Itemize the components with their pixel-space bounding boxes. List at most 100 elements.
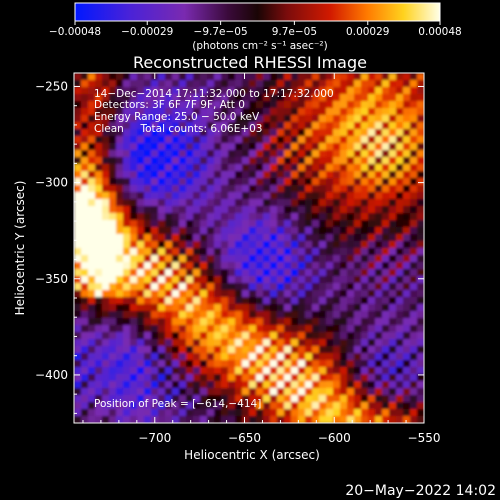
heatmap-cell <box>165 157 173 165</box>
heatmap-cell <box>319 73 327 81</box>
heatmap-cell <box>277 409 285 417</box>
heatmap-cell <box>158 73 166 81</box>
heatmap-cell <box>347 101 355 109</box>
heatmap-cell <box>130 80 138 88</box>
heatmap-cell <box>81 115 89 123</box>
heatmap-cell <box>144 220 152 228</box>
heatmap-cell <box>165 332 173 340</box>
heatmap-cell <box>144 94 152 102</box>
heatmap-cell <box>144 339 152 347</box>
heatmap-cell <box>417 220 424 228</box>
heatmap-cell <box>242 409 250 417</box>
x-axis-label: Heliocentric X (arcsec) <box>184 448 320 462</box>
colorbar-tick-label: −0.00048 <box>49 26 101 38</box>
heatmap-cell <box>326 199 334 207</box>
heatmap-cell <box>410 115 418 123</box>
heatmap-cell <box>242 199 250 207</box>
heatmap-cell <box>298 87 306 95</box>
heatmap-cell <box>151 395 159 403</box>
heatmap-cell <box>368 332 376 340</box>
heatmap-cell <box>144 213 152 221</box>
heatmap-cell <box>221 416 229 423</box>
heatmap-cell <box>417 269 424 277</box>
heatmap-cell <box>312 234 320 242</box>
heatmap-cell <box>102 178 110 186</box>
heatmap-cell <box>382 276 390 284</box>
heatmap-cell <box>319 178 327 186</box>
heatmap-cell <box>242 283 250 291</box>
heatmap-cell <box>109 185 117 193</box>
heatmap-cell <box>200 318 208 326</box>
heatmap-cell <box>417 192 424 200</box>
heatmap-cell <box>102 416 110 423</box>
heatmap-cell <box>158 101 166 109</box>
heatmap-cell <box>74 381 82 389</box>
heatmap-cell <box>277 94 285 102</box>
heatmap-cell <box>179 325 187 333</box>
heatmap-cell <box>347 164 355 172</box>
heatmap-cell <box>347 171 355 179</box>
heatmap-cell <box>340 87 348 95</box>
heatmap-cell <box>242 346 250 354</box>
heatmap-cell <box>179 255 187 263</box>
heatmap-cell <box>389 416 397 423</box>
heatmap-cell <box>228 367 236 375</box>
heatmap-cell <box>312 353 320 361</box>
heatmap-cell <box>410 395 418 403</box>
heatmap-cell <box>193 80 201 88</box>
heatmap-cell <box>109 374 117 382</box>
heatmap-cell <box>193 255 201 263</box>
heatmap-cell <box>116 416 124 423</box>
heatmap-cell <box>221 199 229 207</box>
heatmap-cell <box>277 304 285 312</box>
heatmap-cell <box>291 241 299 249</box>
heatmap-cell <box>340 178 348 186</box>
heatmap-cell <box>298 80 306 88</box>
heatmap-cell <box>172 339 180 347</box>
heatmap-cell <box>361 346 369 354</box>
heatmap-cell <box>95 248 103 256</box>
heatmap-cell <box>396 353 404 361</box>
heatmap-cell <box>109 115 117 123</box>
heatmap-cell <box>347 269 355 277</box>
heatmap-cell <box>326 248 334 256</box>
heatmap-cell <box>109 178 117 186</box>
heatmap-cell <box>172 367 180 375</box>
heatmap-cell <box>326 80 334 88</box>
heatmap-cell <box>165 185 173 193</box>
heatmap-cell <box>326 185 334 193</box>
heatmap-cell <box>130 241 138 249</box>
heatmap-cell <box>207 87 215 95</box>
heatmap-cell <box>116 255 124 263</box>
heatmap-cell <box>179 276 187 284</box>
heatmap-cell <box>277 122 285 130</box>
heatmap-cell <box>95 220 103 228</box>
heatmap-cell <box>347 409 355 417</box>
heatmap-cell <box>137 87 145 95</box>
heatmap-cell <box>235 136 243 144</box>
heatmap-cell <box>326 164 334 172</box>
heatmap-cell <box>277 192 285 200</box>
heatmap-cell <box>186 185 194 193</box>
heatmap-cell <box>95 234 103 242</box>
heatmap-cell <box>74 220 82 228</box>
heatmap-cell <box>298 199 306 207</box>
heatmap-cell <box>137 325 145 333</box>
heatmap-cell <box>298 178 306 186</box>
heatmap-cell <box>200 346 208 354</box>
heatmap-cell <box>186 325 194 333</box>
heatmap-cell <box>340 360 348 368</box>
heatmap-cell <box>410 164 418 172</box>
heatmap-cell <box>410 143 418 151</box>
heatmap-cell <box>144 381 152 389</box>
heatmap-cell <box>340 157 348 165</box>
heatmap-cell <box>116 276 124 284</box>
heatmap-cell <box>221 234 229 242</box>
heatmap-cell <box>333 311 341 319</box>
heatmap-cell <box>263 353 271 361</box>
heatmap-cell <box>137 199 145 207</box>
heatmap-cell <box>396 220 404 228</box>
heatmap-cell <box>200 409 208 417</box>
heatmap-cell <box>277 290 285 298</box>
heatmap-cell <box>312 80 320 88</box>
